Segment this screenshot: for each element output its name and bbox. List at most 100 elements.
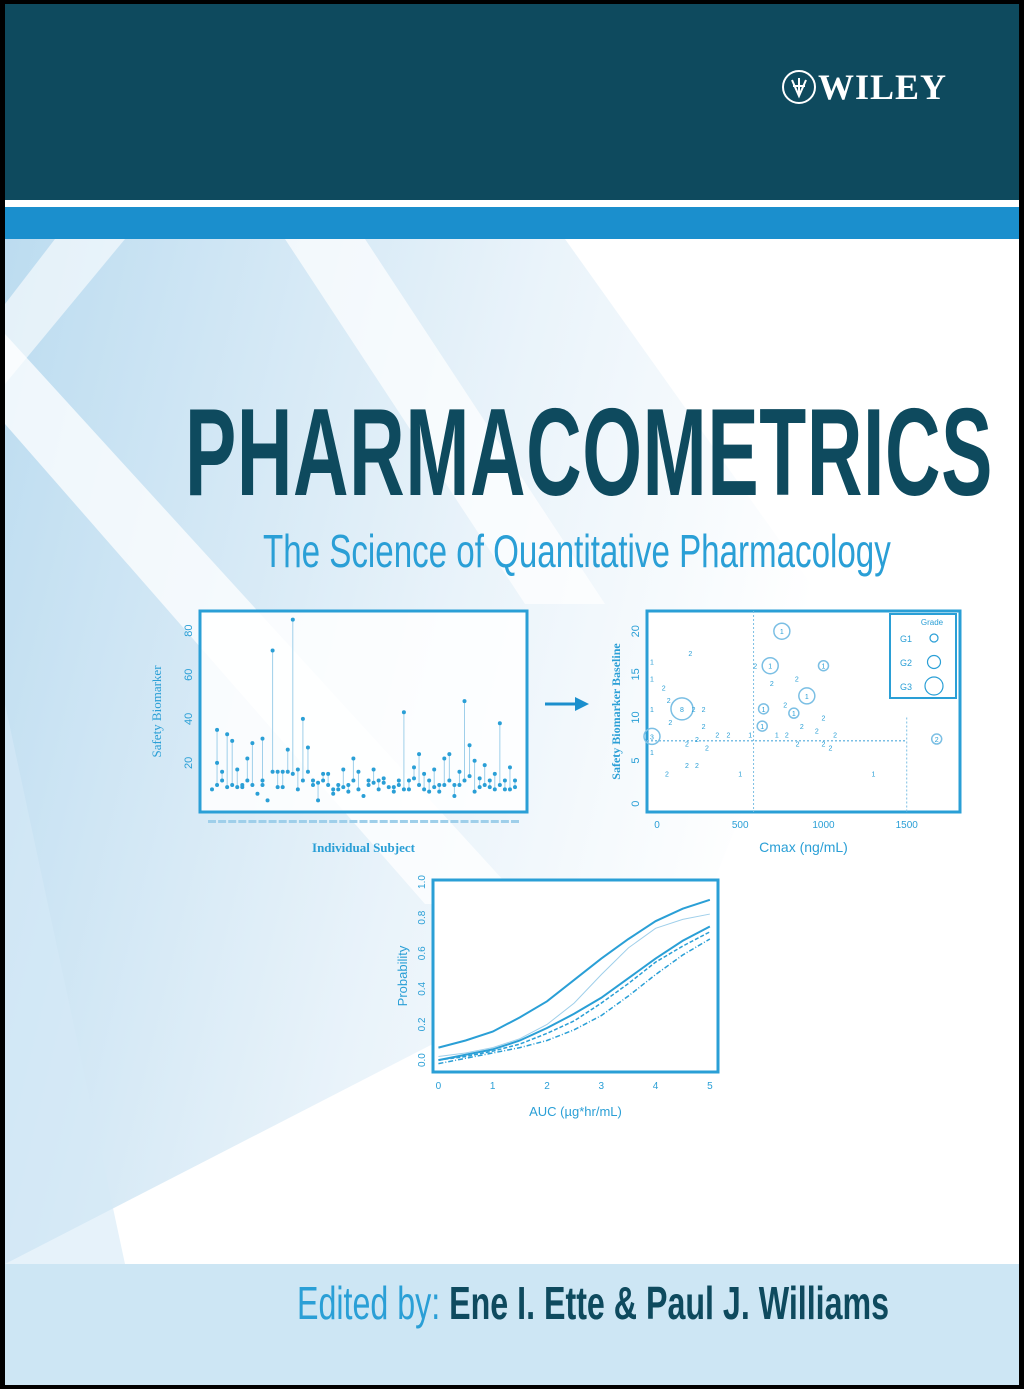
data-point — [447, 778, 452, 783]
data-point — [245, 756, 250, 761]
x-axis-label: AUC (µg*hr/mL) — [529, 1104, 622, 1119]
y-axis-label: Probability — [395, 945, 410, 1006]
data-point — [457, 782, 462, 787]
data-point — [285, 747, 290, 752]
data-point — [457, 769, 462, 774]
data-point-label: 2 — [692, 707, 696, 714]
grade-circle — [798, 687, 816, 705]
data-point — [331, 791, 336, 796]
data-point — [467, 774, 472, 779]
data-point — [492, 771, 497, 776]
data-point — [280, 785, 285, 790]
legend-circle — [924, 676, 944, 696]
x-tick-mark — [228, 820, 237, 823]
x-tick-mark — [359, 820, 368, 823]
data-point — [412, 765, 416, 770]
data-point — [401, 787, 406, 792]
data-point — [235, 767, 240, 772]
data-point — [442, 756, 447, 761]
data-point-label: 2 — [935, 737, 939, 744]
y-tick-label: 10 — [630, 711, 642, 723]
editor-names: Ene I. Ette & Paul J. Williams — [449, 1277, 890, 1329]
data-point-label: 1 — [650, 659, 654, 666]
data-point-label: 2 — [829, 746, 833, 753]
data-point — [311, 778, 315, 783]
x-axis-label: Cmax (ng/mL) — [759, 839, 848, 855]
data-point — [381, 780, 386, 785]
data-point-label: 2 — [702, 724, 706, 731]
y-tick-label: 20 — [630, 625, 642, 637]
edited-by-label: Edited by: — [297, 1277, 441, 1329]
x-axis-label: Individual Subject — [312, 840, 416, 855]
data-point-label: 2 — [685, 763, 689, 770]
data-point-label: 2 — [795, 677, 799, 684]
legend-circle — [926, 654, 942, 670]
data-point — [462, 778, 467, 783]
data-point — [507, 787, 512, 792]
y-tick-label: 60 — [183, 669, 195, 681]
data-point — [225, 785, 230, 790]
x-tick-mark — [399, 820, 408, 823]
data-point — [432, 767, 437, 772]
y-tick-label: 20 — [183, 757, 195, 769]
x-tick-label: 0 — [436, 1081, 442, 1092]
legend-label: G2 — [900, 658, 912, 668]
data-point-label: 2 — [822, 741, 826, 748]
data-point — [305, 769, 310, 774]
data-point — [285, 769, 290, 774]
book-subtitle: The Science of Quantitative Pharmacology — [263, 525, 891, 577]
y-tick-label: 15 — [630, 668, 642, 680]
data-point — [295, 787, 300, 792]
x-tick-mark — [268, 820, 277, 823]
data-point — [220, 778, 225, 783]
y-tick-label: 40 — [183, 713, 195, 725]
series-line-4 — [438, 931, 711, 1061]
x-tick-label: 2 — [544, 1081, 550, 1092]
wiley-emblem-icon — [782, 70, 816, 104]
chart-probability-auc: 0 1 2 3 4 5 0.0 0.2 0.4 0.6 0.8 1.0 Probability AUC (… — [395, 875, 720, 1119]
data-point — [336, 787, 341, 792]
bottom-band — [5, 1264, 1019, 1385]
right-arrow-icon — [545, 697, 589, 711]
data-point — [235, 785, 240, 790]
y-tick-label: 0 — [630, 801, 642, 807]
legend-circle — [929, 633, 939, 643]
data-point-label: 1 — [760, 724, 764, 731]
y-axis-label: Safety Biomarker — [149, 665, 164, 758]
book-cover: WILEY PHARMACOMETRICS The Science of Qua… — [5, 4, 1019, 1385]
data-point — [497, 782, 502, 787]
logo-text: WILEY — [818, 67, 948, 107]
y-tick-label: 0.8 — [417, 910, 428, 924]
data-point — [351, 756, 356, 761]
data-point — [346, 789, 351, 794]
data-point — [290, 617, 295, 622]
grade-circle — [757, 703, 770, 715]
data-point — [341, 785, 346, 790]
grade-circle — [817, 659, 830, 672]
data-point-label: 2 — [668, 720, 672, 727]
data-point — [472, 758, 477, 763]
x-tick-mark — [288, 820, 297, 823]
data-point-label: 1 — [792, 711, 796, 718]
x-tick-mark — [208, 820, 216, 823]
data-point — [487, 785, 492, 790]
data-point-label: 2 — [665, 772, 669, 779]
data-point — [341, 767, 346, 772]
x-tick-mark — [511, 820, 519, 823]
x-tick-mark — [430, 820, 439, 823]
data-point — [311, 782, 315, 787]
data-point — [412, 776, 416, 781]
data-point-label: 8 — [680, 707, 684, 714]
data-point-label: 2 — [822, 715, 826, 722]
data-point — [507, 765, 512, 770]
x-tick-mark — [389, 820, 398, 823]
y-tick-label: 5 — [630, 758, 642, 764]
data-point-label: 2 — [667, 698, 671, 705]
data-point — [472, 789, 477, 794]
data-point-label: 2 — [726, 733, 730, 740]
y-tick-label: 80 — [183, 625, 195, 637]
x-tick-label: 500 — [732, 820, 749, 831]
data-point — [316, 780, 321, 785]
data-point-label: 2 — [685, 741, 689, 748]
